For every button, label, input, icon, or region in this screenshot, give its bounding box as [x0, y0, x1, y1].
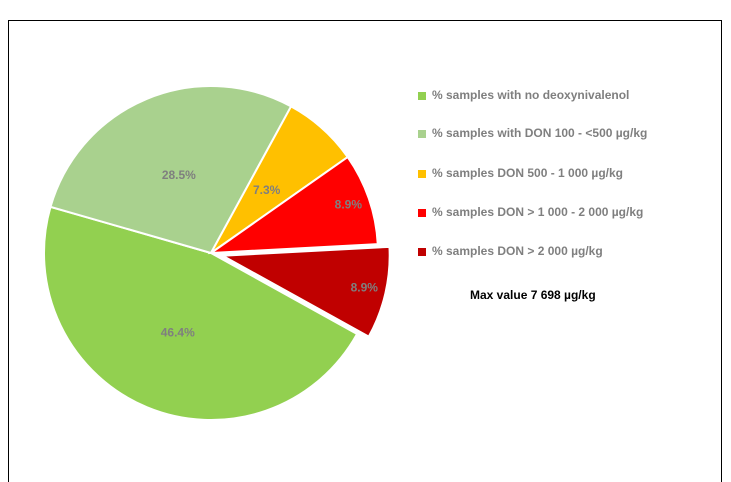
- pie-slice: [43, 205, 359, 421]
- data-label: 46.4%: [161, 325, 195, 339]
- pie-slice: [49, 85, 293, 255]
- data-label: 8.9%: [335, 198, 363, 212]
- data-label: 28.5%: [162, 168, 196, 182]
- legend-swatch: [418, 170, 426, 178]
- legend-swatch: [418, 92, 426, 100]
- legend-swatch: [418, 209, 426, 217]
- data-label: 7.3%: [253, 183, 281, 197]
- legend-swatch: [418, 248, 426, 256]
- legend-label: % samples with DON 100 - <500 µg/kg: [432, 126, 647, 140]
- legend-swatch: [418, 130, 426, 138]
- pie-slice: [219, 245, 391, 339]
- pie-slice: [207, 155, 379, 255]
- legend-label: % samples DON 500 - 1 000 µg/kg: [432, 166, 623, 180]
- legend-label: % samples DON > 2 000 µg/kg: [432, 244, 603, 258]
- legend-label: % samples with no deoxynivalenol: [432, 88, 629, 102]
- data-label: 8.9%: [351, 281, 379, 295]
- legend-label: % samples DON > 1 000 - 2 000 µg/kg: [432, 205, 643, 219]
- annotation: Max value 7 698 µg/kg: [470, 288, 596, 302]
